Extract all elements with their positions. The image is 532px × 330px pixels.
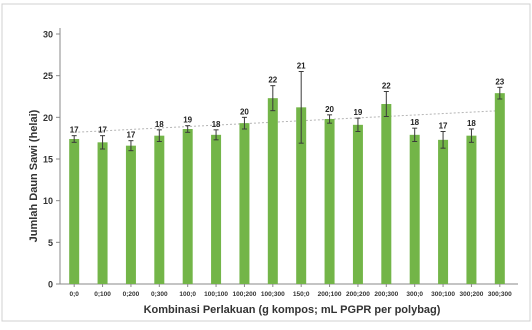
- x-tick-label: 200;200: [346, 291, 370, 298]
- y-tick-label: 10: [43, 196, 53, 206]
- bar: [466, 135, 477, 284]
- data-label: 22: [268, 76, 277, 85]
- x-tick-label: 300;300: [488, 291, 512, 298]
- data-label: 20: [325, 105, 334, 114]
- data-label: 17: [439, 122, 448, 131]
- data-labels: 17 17 17 18 19 18 20 22 21 20 19 22 18 17 18 23: [70, 62, 505, 140]
- x-tick-label: 100;0: [179, 291, 196, 298]
- bar: [494, 93, 505, 285]
- x-tick-label: 300;200: [460, 291, 484, 298]
- data-label: 18: [410, 118, 419, 127]
- bar: [381, 104, 392, 284]
- y-tick-label: 0: [48, 280, 53, 290]
- data-label: 23: [495, 77, 504, 86]
- bars: [69, 93, 505, 285]
- data-label: 19: [183, 116, 192, 125]
- x-tick-label: 0;200: [123, 291, 140, 298]
- y-tick-label: 30: [43, 30, 53, 40]
- x-tick-label: 200;300: [374, 291, 398, 298]
- bar: [409, 134, 420, 284]
- x-tick-label: 100;100: [204, 291, 228, 298]
- x-tick-label: 100;200: [233, 291, 257, 298]
- x-tick-label: 300;0: [406, 291, 423, 298]
- x-tick-label: 0;300: [151, 291, 168, 298]
- data-label: 17: [126, 131, 135, 140]
- trendline: [74, 110, 500, 133]
- data-label: 22: [382, 82, 391, 91]
- x-tick-label: 300;100: [431, 291, 455, 298]
- x-tick-label: 200;100: [318, 291, 342, 298]
- chart-frame: [1, 3, 531, 322]
- y-tick-label: 20: [43, 113, 53, 123]
- data-label: 17: [98, 126, 107, 135]
- x-tick-label: 0;0: [69, 291, 79, 298]
- data-label: 21: [297, 62, 306, 71]
- x-axis-title: Kombinasi Perlakuan (g kompos; mL PGPR p…: [144, 304, 441, 316]
- data-label: 19: [353, 108, 362, 117]
- data-label: 17: [70, 126, 79, 135]
- error-bars: [71, 71, 503, 152]
- y-tick-label: 5: [48, 238, 53, 248]
- y-axis-title: Jumlah Daun Sawi (helai): [28, 109, 40, 242]
- data-label: 20: [240, 107, 249, 116]
- bar: [211, 134, 222, 284]
- bar: [352, 124, 363, 284]
- bar: [97, 142, 108, 284]
- bar: [154, 135, 165, 284]
- x-tick-label: 150;0: [293, 291, 310, 298]
- bar: [438, 139, 449, 284]
- x-tick-label: 0;100: [94, 291, 111, 298]
- x-tick-label: 100;300: [261, 291, 285, 298]
- bar: [239, 123, 250, 285]
- trendline-group: [74, 110, 500, 133]
- bar: [296, 107, 307, 284]
- bar: [324, 119, 335, 284]
- bar: [125, 145, 136, 284]
- bar: [182, 129, 193, 284]
- data-label: 18: [212, 120, 221, 129]
- data-label: 18: [467, 119, 476, 128]
- bar: [69, 139, 80, 284]
- data-label: 18: [155, 120, 164, 129]
- y-tick-label: 15: [43, 155, 53, 165]
- bar: [267, 98, 278, 285]
- y-axis: 0 5 10 15 20 25 30: [43, 28, 61, 290]
- y-tick-label: 25: [43, 71, 53, 81]
